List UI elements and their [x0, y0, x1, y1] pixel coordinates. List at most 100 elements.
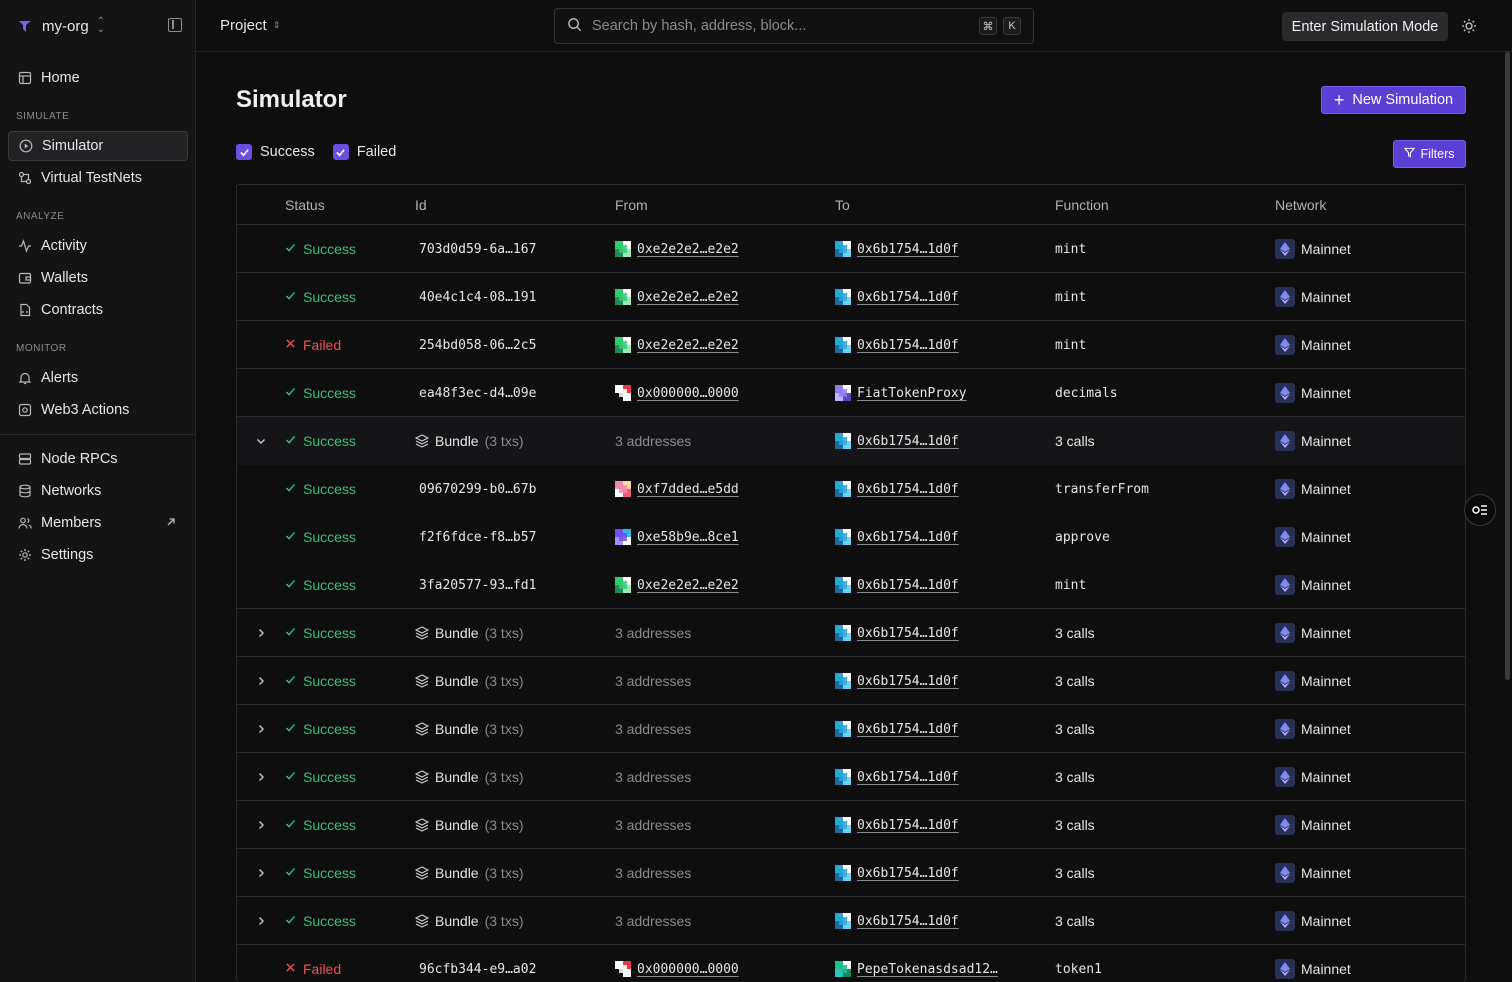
- from-address-link[interactable]: 0xe2e2e2…e2e2: [637, 289, 739, 305]
- ethereum-icon: [1275, 383, 1295, 403]
- from-address-link[interactable]: 0xe2e2e2…e2e2: [637, 577, 739, 593]
- network-name: Mainnet: [1301, 721, 1351, 737]
- sidebar-item-alerts[interactable]: Alerts: [8, 363, 188, 393]
- to-address-link[interactable]: 0x6b1754…1d0f: [857, 673, 959, 689]
- bundle-row[interactable]: Success Bundle (3 txs) 3 addresses 0x6b1754……: [237, 753, 1465, 801]
- failed-checkbox[interactable]: Failed: [332, 144, 396, 160]
- table-row[interactable]: Failed 254bd058-06…2c5 0xe2e2e2…e2e2 0x6b17…: [237, 321, 1465, 369]
- to-address-link[interactable]: PepeTokenasdsad12…: [857, 961, 998, 977]
- sidebar-item-virtual-testnets[interactable]: Virtual TestNets: [8, 163, 188, 193]
- network-name: Mainnet: [1301, 481, 1351, 497]
- simulation-id[interactable]: 09670299-b0…67b: [419, 481, 537, 497]
- from-address-link[interactable]: 0xf7dded…e5dd: [637, 481, 739, 497]
- to-address-link[interactable]: 0x6b1754…1d0f: [857, 769, 959, 785]
- status-text: Success: [303, 241, 356, 257]
- sidebar-item-home[interactable]: Home: [8, 63, 188, 93]
- table-row[interactable]: Success ea48f3ec-d4…09e 0x000000…0000 FiatT…: [237, 369, 1465, 417]
- to-address-link[interactable]: 0x6b1754…1d0f: [857, 721, 959, 737]
- simulation-id[interactable]: f2f6fdce-f8…b57: [419, 529, 537, 545]
- from-address-link[interactable]: 0x000000…0000: [637, 961, 739, 977]
- simulation-id[interactable]: 703d0d59-6a…167: [419, 241, 537, 257]
- from-addresses-count: 3 addresses: [615, 433, 692, 449]
- table-row[interactable]: Failed 96cfb344-e9…a02 0x000000…0000 PepeTo…: [237, 945, 1465, 982]
- sidebar-item-web3-actions[interactable]: Web3 Actions: [8, 395, 188, 425]
- to-address-link[interactable]: FiatTokenProxy: [857, 385, 967, 401]
- from-address-link[interactable]: 0xe58b9e…8ce1: [637, 529, 739, 545]
- simulation-id[interactable]: 96cfb344-e9…a02: [419, 961, 537, 977]
- bundle-row[interactable]: Success Bundle (3 txs) 3 addresses 0x6b1754……: [237, 801, 1465, 849]
- chevron-down-icon[interactable]: [255, 417, 267, 465]
- to-address-link[interactable]: 0x6b1754…1d0f: [857, 577, 959, 593]
- simulation-id[interactable]: 40e4c1c4-08…191: [419, 289, 537, 305]
- chevron-right-icon[interactable]: [255, 657, 267, 705]
- success-checkbox[interactable]: Success: [236, 144, 315, 160]
- header-id[interactable]: Id: [415, 197, 427, 213]
- sidebar-divider: [0, 434, 195, 435]
- table-row[interactable]: Success 703d0d59-6a…167 0xe2e2e2…e2e2 0x6b1…: [237, 225, 1465, 273]
- to-address: 0x6b1754…1d0f: [835, 225, 959, 273]
- status-badge: Failed: [285, 945, 341, 982]
- from-address-link[interactable]: 0xe2e2e2…e2e2: [637, 337, 739, 353]
- page-scrollbar[interactable]: [1505, 52, 1510, 680]
- project-switcher[interactable]: Project ⇕: [220, 17, 280, 34]
- from-addresses-count: 3 addresses: [615, 673, 692, 689]
- filters-button[interactable]: Filters: [1393, 140, 1466, 168]
- to-address-link[interactable]: 0x6b1754…1d0f: [857, 289, 959, 305]
- to-address-link[interactable]: 0x6b1754…1d0f: [857, 337, 959, 353]
- from-address-link[interactable]: 0x000000…0000: [637, 385, 739, 401]
- org-switcher[interactable]: my-org ⌃ ⌄: [16, 14, 105, 38]
- bundle-row[interactable]: Success Bundle (3 txs) 3 addresses 0x6b1754……: [237, 849, 1465, 897]
- floating-toggle-icon[interactable]: [1464, 494, 1496, 526]
- header-function[interactable]: Function: [1055, 197, 1109, 213]
- chevron-right-icon[interactable]: [255, 801, 267, 849]
- sidebar-item-node-rpcs[interactable]: Node RPCs: [8, 444, 188, 474]
- search-bar[interactable]: ⌘ K: [554, 8, 1034, 44]
- status-text: Success: [303, 817, 356, 833]
- chevron-right-icon[interactable]: [255, 705, 267, 753]
- to-address-link[interactable]: 0x6b1754…1d0f: [857, 241, 959, 257]
- bundle-row[interactable]: Success Bundle (3 txs) 3 addresses 0x6b1754……: [237, 657, 1465, 705]
- to-address-link[interactable]: 0x6b1754…1d0f: [857, 625, 959, 641]
- bundle-row[interactable]: Success Bundle (3 txs) 3 addresses 0x6b1754……: [237, 417, 1465, 465]
- header-network[interactable]: Network: [1275, 197, 1327, 213]
- chevron-right-icon[interactable]: [255, 609, 267, 657]
- simulation-id[interactable]: 3fa20577-93…fd1: [419, 577, 537, 593]
- table-row[interactable]: Success 40e4c1c4-08…191 0xe2e2e2…e2e2 0x6b1…: [237, 273, 1465, 321]
- chevron-right-icon[interactable]: [255, 849, 267, 897]
- table-row[interactable]: Success 09670299-b0…67b 0xf7dded…e5dd 0x6b1…: [237, 465, 1465, 513]
- sidebar-item-members[interactable]: Members: [8, 508, 188, 538]
- theme-toggle-sun-icon[interactable]: [1461, 18, 1477, 34]
- table-row[interactable]: Success f2f6fdce-f8…b57 0xe58b9e…8ce1 0x6b1…: [237, 513, 1465, 561]
- sidebar-item-activity[interactable]: Activity: [8, 231, 188, 261]
- to-address-link[interactable]: 0x6b1754…1d0f: [857, 865, 959, 881]
- ethereum-icon: [1275, 575, 1295, 595]
- bundle-row[interactable]: Success Bundle (3 txs) 3 addresses 0x6b1754……: [237, 897, 1465, 945]
- header-status[interactable]: Status: [285, 197, 325, 213]
- to-address-link[interactable]: 0x6b1754…1d0f: [857, 481, 959, 497]
- chevron-right-icon[interactable]: [255, 897, 267, 945]
- simulation-id[interactable]: 254bd058-06…2c5: [419, 337, 537, 353]
- sidebar-item-networks[interactable]: Networks: [8, 476, 188, 506]
- sidebar-item-contracts[interactable]: Contracts: [8, 295, 188, 325]
- header-to[interactable]: To: [835, 197, 850, 213]
- network-name: Mainnet: [1301, 289, 1351, 305]
- enter-simulation-mode-button[interactable]: Enter Simulation Mode: [1282, 12, 1448, 41]
- bundle-row[interactable]: Success Bundle (3 txs) 3 addresses 0x6b1754……: [237, 609, 1465, 657]
- to-address-link[interactable]: 0x6b1754…1d0f: [857, 529, 959, 545]
- simulation-id[interactable]: ea48f3ec-d4…09e: [419, 385, 537, 401]
- sidebar-collapse-icon[interactable]: [168, 18, 182, 32]
- to-address-link[interactable]: 0x6b1754…1d0f: [857, 433, 959, 449]
- search-input[interactable]: [592, 18, 952, 34]
- new-simulation-button[interactable]: + New Simulation: [1321, 86, 1466, 114]
- sidebar-item-wallets[interactable]: Wallets: [8, 263, 188, 293]
- to-address-link[interactable]: 0x6b1754…1d0f: [857, 913, 959, 929]
- header-from[interactable]: From: [615, 197, 648, 213]
- sidebar-item-settings[interactable]: Settings: [8, 540, 188, 570]
- table-row[interactable]: Success 3fa20577-93…fd1 0xe2e2e2…e2e2 0x6b1…: [237, 561, 1465, 609]
- bundle-name: Bundle: [435, 769, 479, 785]
- bundle-row[interactable]: Success Bundle (3 txs) 3 addresses 0x6b1754……: [237, 705, 1465, 753]
- to-address-link[interactable]: 0x6b1754…1d0f: [857, 817, 959, 833]
- sidebar-item-simulator[interactable]: Simulator: [8, 131, 188, 161]
- from-address-link[interactable]: 0xe2e2e2…e2e2: [637, 241, 739, 257]
- chevron-right-icon[interactable]: [255, 753, 267, 801]
